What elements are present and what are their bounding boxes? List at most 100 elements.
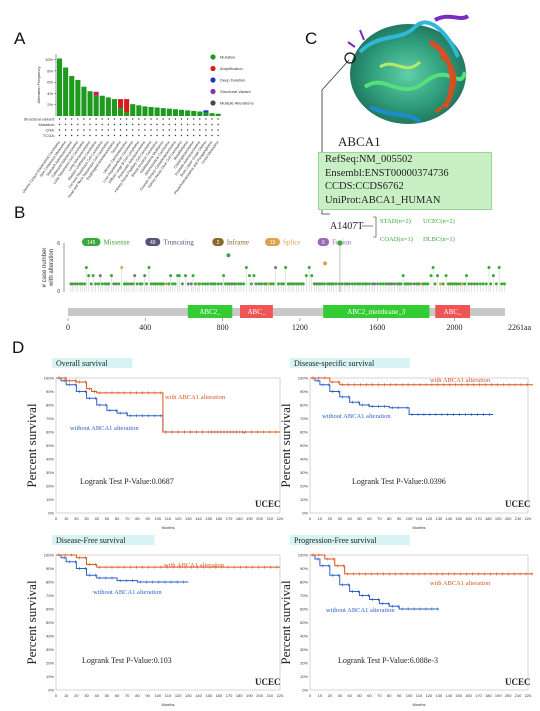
surv-x-tick-label: 60 bbox=[115, 693, 120, 698]
b-lollipop bbox=[149, 282, 153, 286]
b-lollipop bbox=[307, 266, 311, 269]
b-lollipop bbox=[475, 282, 479, 286]
b-lollipop bbox=[117, 282, 121, 286]
a-legend-dot bbox=[210, 54, 216, 60]
panel-label-b: B bbox=[14, 203, 26, 222]
b-lollipop bbox=[257, 282, 261, 286]
surv-y-tick-label: 80% bbox=[300, 580, 308, 585]
surv-x-tick-label: 180 bbox=[236, 693, 243, 698]
a-bar-mut bbox=[215, 113, 221, 116]
surv-x-tick-label: 10 bbox=[64, 516, 69, 521]
b-x-tick-label: 1200 bbox=[292, 323, 308, 332]
a-y-tick-label: 6% bbox=[47, 80, 53, 85]
a-y-label: Alteration Frequency bbox=[36, 67, 41, 104]
a-legend-label: Deep Deletion bbox=[220, 78, 245, 83]
a-grid-dot bbox=[125, 123, 128, 126]
surv-x-tick-label: 30 bbox=[338, 693, 343, 698]
a-grid-dot bbox=[144, 123, 146, 126]
cohort-label: UCEC bbox=[255, 499, 281, 509]
b-lollipop bbox=[228, 282, 232, 286]
surv-x-tick-label: 0 bbox=[309, 516, 312, 521]
surv-x-tick-label: 140 bbox=[445, 516, 452, 521]
b-lollipop bbox=[491, 274, 495, 278]
survival-chart-3: Disease-Free survival100%90%80%70%60%50%… bbox=[24, 535, 284, 707]
b-lollipop bbox=[249, 282, 253, 286]
b-y-tick-label: 0 bbox=[57, 289, 60, 295]
a-grid-dot bbox=[58, 118, 61, 120]
b-lollipop bbox=[266, 282, 270, 286]
b-lollipop bbox=[259, 282, 263, 286]
a-grid-dot bbox=[95, 129, 97, 131]
b-hotspot bbox=[337, 240, 343, 246]
b-legend-count: 13 bbox=[270, 240, 276, 246]
surv-y-tick-label: 60% bbox=[300, 430, 308, 435]
a-bar-amp bbox=[93, 93, 99, 96]
a-grid-dot bbox=[95, 134, 97, 137]
b-lollipop bbox=[361, 282, 365, 286]
logrank-pvalue: Logrank Test P-Value:0.103 bbox=[82, 656, 172, 665]
surv-x-tick-label: 200 bbox=[505, 693, 512, 698]
surv-x-tick-label: 140 bbox=[445, 693, 452, 698]
cohort-label: UCEC bbox=[255, 677, 281, 687]
b-lollipop bbox=[169, 274, 173, 278]
b-lollipop bbox=[310, 274, 314, 278]
b-lollipop bbox=[358, 282, 362, 286]
a-bar-mut bbox=[160, 108, 166, 116]
a-grid-dot bbox=[150, 123, 152, 126]
a-grid-dot bbox=[168, 129, 170, 131]
uniprot-id: UniProt:ABCA1_HUMAN bbox=[325, 194, 441, 206]
logrank-pvalue: Logrank Test P-Value:0.0396 bbox=[352, 477, 446, 486]
b-lollipop bbox=[371, 282, 375, 286]
a-grid-dot bbox=[186, 134, 189, 137]
b-cohort-label: DLBC(n=1) bbox=[423, 236, 455, 243]
a-grid-dot bbox=[186, 123, 189, 126]
b-lollipop bbox=[164, 282, 168, 286]
a-grid-dot bbox=[113, 134, 116, 137]
surv-x-tick-label: 10 bbox=[64, 693, 69, 698]
surv-y-tick-label: 100% bbox=[298, 376, 309, 381]
b-lollipop bbox=[384, 282, 388, 286]
b-lollipop bbox=[230, 282, 234, 286]
surv-x-tick-label: 70 bbox=[377, 693, 382, 698]
a-grid-dot bbox=[77, 134, 79, 137]
a-bar-mut bbox=[69, 75, 75, 116]
surv-x-label: Months bbox=[161, 525, 174, 530]
b-lollipop bbox=[237, 282, 241, 286]
b-x-tick-label: 1600 bbox=[369, 323, 385, 332]
surv-x-tick-label: 200 bbox=[256, 516, 263, 521]
b-x-tick-label: 0 bbox=[66, 323, 70, 332]
b-legend-label: Inframe bbox=[227, 239, 249, 247]
surv-x-tick-label: 220 bbox=[525, 693, 532, 698]
b-x-tick-label: 800 bbox=[217, 323, 229, 332]
b-lollipop bbox=[107, 282, 111, 286]
b-lollipop bbox=[502, 282, 506, 286]
b-lollipop bbox=[412, 282, 416, 286]
a-y-tick-label: 4% bbox=[47, 91, 53, 96]
a-bar-mut bbox=[166, 108, 172, 116]
a-row-label: TCGA: bbox=[43, 133, 55, 138]
surv-x-tick-label: 200 bbox=[505, 516, 512, 521]
b-lollipop bbox=[126, 282, 130, 286]
surv-x-tick-label: 210 bbox=[266, 693, 273, 698]
a-grid-dot bbox=[71, 129, 73, 131]
a-bar-mut bbox=[111, 99, 117, 116]
a-bar-mut bbox=[179, 109, 185, 116]
a-grid-dot bbox=[205, 129, 207, 131]
surv-y-tick-label: 50% bbox=[46, 443, 54, 448]
a-legend-label: Mutation bbox=[220, 55, 235, 60]
surv-x-tick-label: 140 bbox=[195, 693, 202, 698]
b-lollipop bbox=[487, 266, 491, 269]
surv-x-tick-label: 90 bbox=[145, 693, 150, 698]
curve-with-alteration bbox=[56, 554, 280, 568]
curve-with-alteration bbox=[56, 377, 280, 433]
surv-y-tick-label: 50% bbox=[300, 620, 308, 625]
surv-x-tick-label: 30 bbox=[84, 693, 89, 698]
surv-x-tick-label: 0 bbox=[309, 693, 312, 698]
a-row-label: Mutation: bbox=[39, 122, 55, 127]
a-grid-dot bbox=[193, 118, 195, 120]
b-domain bbox=[240, 305, 273, 318]
a-grid-dot bbox=[217, 118, 219, 120]
b-x-max-label: 2261aa bbox=[508, 323, 532, 332]
a-row-label: CNA: bbox=[45, 127, 55, 132]
